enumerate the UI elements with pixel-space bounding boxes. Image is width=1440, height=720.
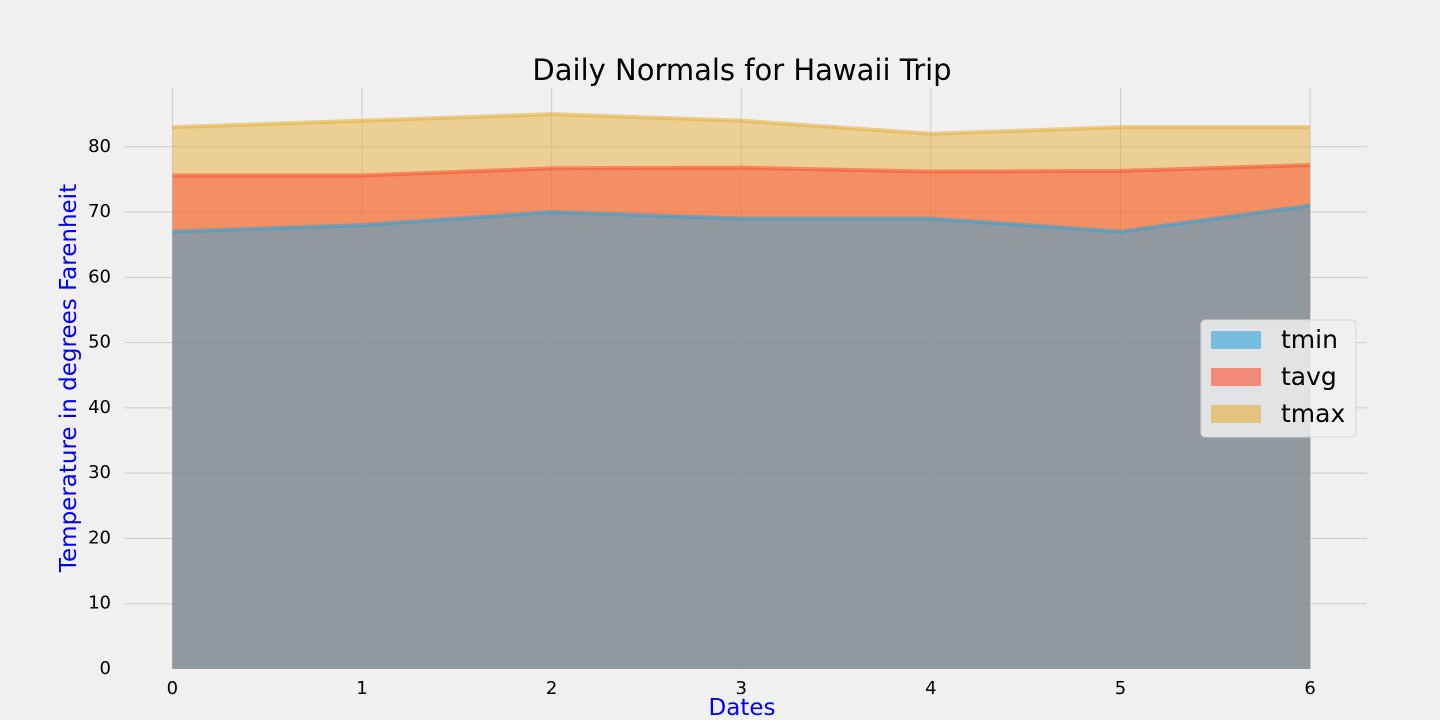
line-tmin bbox=[172, 203, 1311, 234]
x-tick-label: 4 bbox=[925, 678, 936, 699]
x-axis-ticks: 0 1 2 3 4 5 6 bbox=[167, 678, 1316, 699]
series-areas bbox=[172, 114, 1311, 669]
y-tick-label: 70 bbox=[88, 201, 111, 222]
y-tick-label: 10 bbox=[88, 593, 111, 614]
series-lines bbox=[172, 112, 1311, 234]
x-tick-label: 2 bbox=[546, 678, 557, 699]
chart-title: Daily Normals for Hawaii Trip bbox=[532, 53, 951, 87]
y-tick-label: 0 bbox=[100, 658, 111, 679]
legend-label-tmax: tmax bbox=[1281, 399, 1345, 428]
x-tick-label: 0 bbox=[167, 678, 178, 699]
line-tavg bbox=[172, 163, 1311, 178]
y-tick-label: 20 bbox=[88, 527, 111, 548]
legend-swatch-tmax bbox=[1211, 405, 1261, 423]
y-tick-label: 50 bbox=[88, 332, 111, 353]
x-tick-label: 5 bbox=[1115, 678, 1126, 699]
x-tick-label: 1 bbox=[356, 678, 367, 699]
legend-label-tavg: tavg bbox=[1281, 362, 1337, 391]
legend-label-tmin: tmin bbox=[1281, 325, 1338, 354]
legend-swatch-tavg bbox=[1211, 368, 1261, 386]
y-tick-label: 30 bbox=[88, 462, 111, 483]
area-tmin bbox=[172, 205, 1311, 669]
x-tick-label: 6 bbox=[1304, 678, 1315, 699]
y-tick-label: 80 bbox=[88, 136, 111, 157]
x-axis-label: Dates bbox=[709, 695, 776, 720]
legend: tmin tavg tmax bbox=[1200, 319, 1357, 438]
legend-swatch-tmin bbox=[1211, 331, 1261, 349]
x-tick-label: 3 bbox=[736, 678, 747, 699]
line-tmax bbox=[172, 112, 1311, 136]
y-tick-label: 40 bbox=[88, 397, 111, 418]
y-axis-ticks: 0 10 20 30 40 50 60 70 80 bbox=[88, 136, 111, 679]
y-axis-label: Temperature in degrees Farenheit bbox=[56, 184, 82, 573]
y-tick-label: 60 bbox=[88, 266, 111, 287]
